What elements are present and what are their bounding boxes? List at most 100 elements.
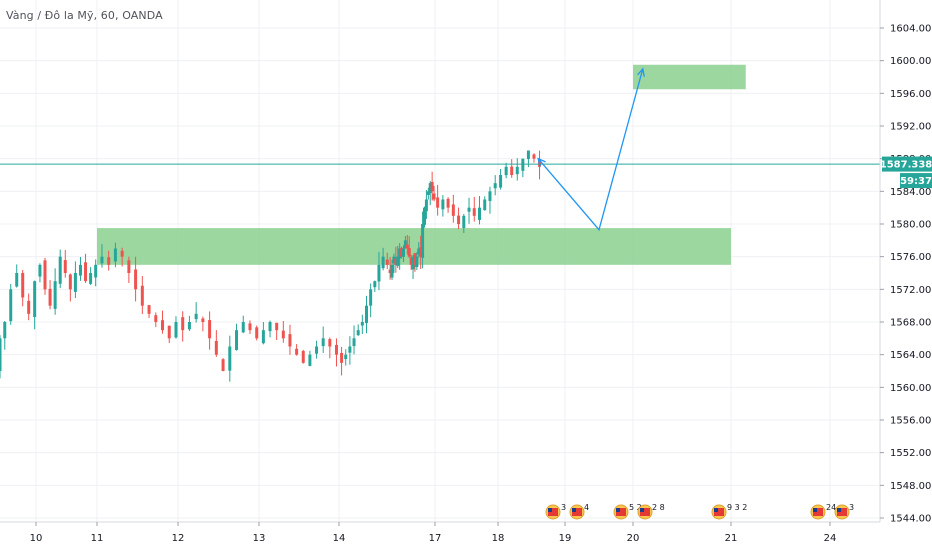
candle-body — [33, 281, 37, 318]
candle-body — [248, 323, 252, 331]
zone-target[interactable] — [633, 64, 746, 90]
y-tick-label: 1568.000 — [890, 318, 932, 329]
candle-body — [415, 256, 419, 267]
event-marker[interactable]: 24 3 — [810, 503, 854, 520]
x-tick-label: 11 — [91, 533, 104, 544]
candle-body — [295, 348, 299, 355]
price-label-value: 1587.338 — [880, 160, 932, 171]
candle-body — [483, 199, 487, 211]
candle-body — [493, 183, 497, 189]
x-tick-label: 14 — [333, 533, 346, 544]
candle-body — [3, 322, 7, 339]
y-tick-label: 1572.000 — [890, 285, 932, 296]
event-count: 4 — [584, 503, 589, 512]
candle-body — [428, 183, 432, 194]
candle-body — [348, 346, 352, 353]
candle-body — [113, 248, 117, 262]
candle-body — [446, 198, 450, 208]
candle-body — [398, 248, 402, 259]
candle-body — [214, 340, 218, 355]
candle-body — [100, 256, 104, 264]
flag-canton — [572, 508, 576, 512]
candle-body — [360, 322, 364, 326]
x-tick-label: 20 — [627, 533, 640, 544]
candle-body — [9, 289, 13, 322]
candle-body — [388, 269, 392, 273]
event-count: 5 2 — [629, 503, 642, 512]
y-tick-label: 1544.000 — [890, 514, 932, 525]
candle-body — [394, 258, 398, 265]
candle-body — [477, 207, 481, 220]
candle-body — [120, 250, 124, 257]
x-tick-label: 13 — [253, 533, 266, 544]
candle-body — [426, 191, 430, 195]
candle-body — [405, 244, 409, 249]
countdown-bg — [900, 173, 932, 189]
flag-canton — [616, 508, 620, 512]
candle-body — [73, 273, 77, 292]
candle-body — [510, 166, 514, 175]
candle-body — [328, 339, 332, 347]
flag-canton — [813, 508, 817, 512]
candle-body — [424, 199, 428, 212]
y-tick-label: 1552.000 — [890, 448, 932, 459]
candle-body — [521, 158, 525, 171]
candle-body — [288, 334, 292, 347]
projection-arrowhead-end — [637, 67, 645, 77]
candle-body — [15, 273, 19, 287]
flag-stripe — [813, 508, 823, 516]
flag-canton — [714, 508, 718, 512]
candle-body — [84, 262, 88, 282]
candle-body — [422, 207, 426, 225]
candle-body — [241, 322, 245, 333]
candle-body — [228, 346, 232, 371]
x-tick-label: 19 — [559, 533, 572, 544]
candle-body — [261, 330, 265, 344]
candle-body — [174, 322, 178, 338]
flag-canton — [548, 508, 552, 512]
candle-body — [58, 256, 62, 284]
candle-body — [352, 338, 356, 347]
candle-body — [451, 204, 455, 216]
candle-body — [154, 315, 158, 322]
event-marker[interactable]: 5 2 2 8 — [613, 503, 665, 520]
candle-body — [373, 281, 377, 288]
candle-body — [390, 264, 394, 278]
chart-title: Vàng / Đô la Mỹ, 60, OANDA — [6, 9, 163, 22]
candle-body — [417, 248, 421, 255]
candle-body — [235, 330, 239, 350]
candle-body — [134, 269, 138, 290]
candle-body — [63, 260, 67, 273]
event-count: 24 — [826, 503, 836, 512]
candle-body — [457, 215, 461, 224]
candle-body — [401, 248, 405, 257]
y-tick-label: 1560.000 — [890, 383, 932, 394]
candle-body — [27, 300, 31, 314]
event-marker[interactable]: 9 3 2 — [711, 503, 747, 520]
x-tick-label: 12 — [172, 533, 185, 544]
event-count: 9 3 2 — [727, 503, 747, 512]
flag-stripe — [640, 508, 650, 516]
y-tick-label: 1604.000 — [890, 24, 932, 35]
candle-body — [526, 150, 530, 160]
candle-body — [281, 330, 285, 339]
flag-stripe — [548, 508, 558, 516]
candle-body — [430, 181, 434, 192]
x-tick-label: 21 — [725, 533, 738, 544]
flag-stripe — [616, 508, 626, 516]
candle-body — [43, 260, 47, 290]
candle-body — [187, 322, 191, 330]
candle-body — [268, 322, 272, 332]
y-tick-label: 1548.000 — [890, 481, 932, 492]
candles-layer — [0, 150, 542, 382]
candle-body — [407, 247, 411, 257]
candle-body — [0, 338, 2, 367]
candle-body — [409, 257, 413, 265]
candle-body — [0, 362, 2, 371]
candle-body — [167, 325, 171, 339]
candle-body — [107, 257, 111, 265]
chart-grid — [0, 0, 880, 522]
